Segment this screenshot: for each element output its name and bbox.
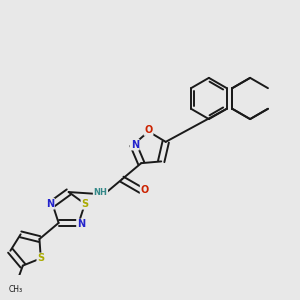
Text: S: S	[81, 199, 88, 209]
Text: N: N	[46, 199, 54, 209]
Text: CH₃: CH₃	[8, 285, 22, 294]
Text: N: N	[77, 219, 85, 230]
Text: NH: NH	[94, 188, 107, 197]
Text: S: S	[37, 254, 44, 263]
Text: N: N	[131, 140, 139, 150]
Text: O: O	[144, 125, 153, 135]
Text: O: O	[141, 185, 149, 195]
